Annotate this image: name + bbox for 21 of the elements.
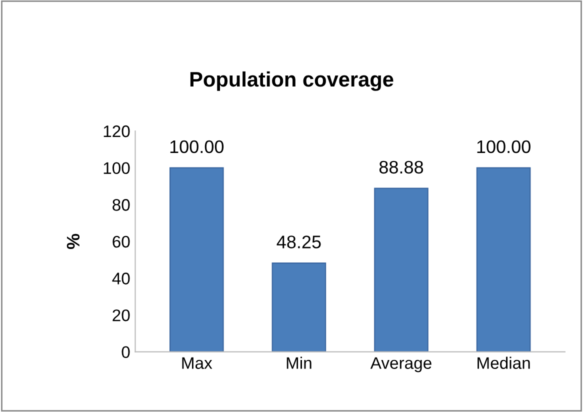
x-tick-label: Average [370,357,432,372]
x-tick-label: Min [286,356,312,369]
y-tick-label: 60 [112,236,130,248]
data-label: 100.00 [170,140,224,154]
data-label: 88.88 [379,160,424,174]
x-tick-label: Median [478,356,530,369]
chart-title: Population coverage [190,71,394,91]
bar [374,188,428,352]
bar [169,167,224,352]
y-tick-label: 0 [122,346,130,358]
y-tick-label: 120 [104,125,130,138]
data-label: 100.00 [477,140,530,154]
y-tick-label: 80 [112,199,130,211]
bar [272,262,326,352]
data-label: 48.25 [276,236,321,248]
y-tick-label: 100 [104,162,130,174]
y-tick-label: 20 [112,309,130,322]
y-axis-title: % [66,234,80,250]
bar [476,167,531,352]
y-tick-label: 40 [112,272,130,284]
x-tick-label: Max [182,357,212,369]
